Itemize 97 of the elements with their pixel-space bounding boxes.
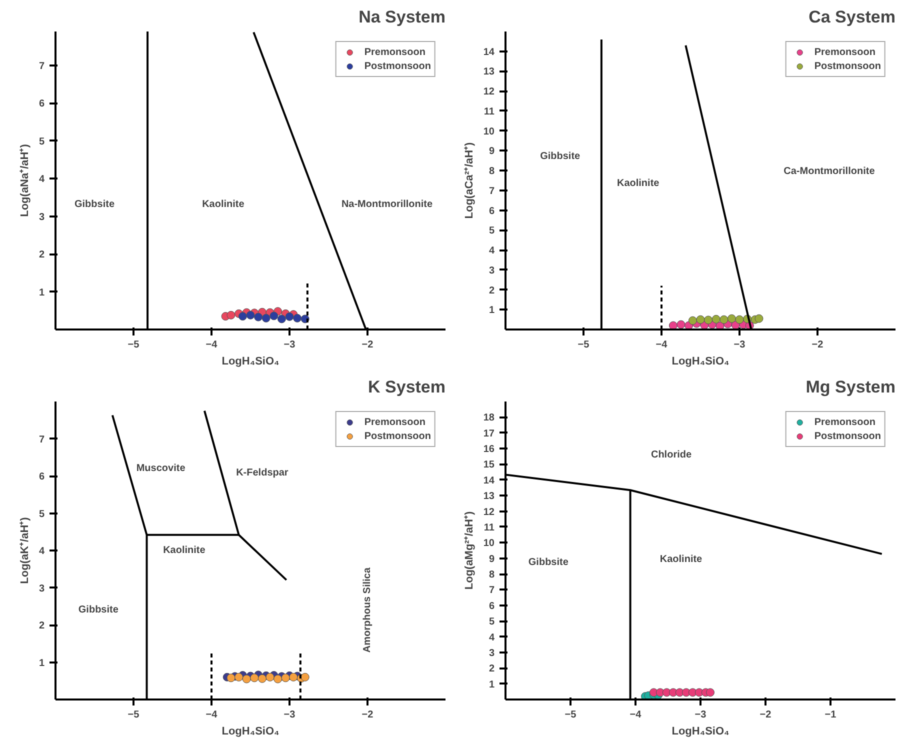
y-tick-label: 9 [488,146,495,158]
x-tick-label: −5 [578,340,590,350]
y-tick-label: 5 [38,136,45,148]
y-tick-label: 13 [483,491,495,502]
y-tick-label: 12 [483,506,495,518]
y-tick-label: 2 [38,620,45,632]
y-tick-label: 1 [488,679,495,690]
y-axis-title: Log(aMg²⁺/aH⁺) [463,511,476,590]
x-tick-label: −5 [564,710,577,720]
y-tick-label: 4 [488,632,495,644]
legend-label: Premonsoon [814,416,876,429]
chart-title: Mg System [806,378,896,396]
y-tick-label: 14 [483,46,495,58]
y-tick-label: 6 [488,206,495,217]
y-tick-label: 7 [488,186,495,197]
legend-label: Postmonsoon [364,430,431,443]
annotation: Gibbsite [528,556,569,568]
y-tick-label: 2 [488,664,495,675]
y-tick-label: 8 [488,166,495,178]
x-tick-label: −2 [760,710,772,720]
y-tick-label: 3 [38,583,45,594]
y-tick-label: 5 [488,226,495,237]
x-tick-label: −4 [206,710,218,720]
chart-title: Ca System [808,8,896,26]
x-tick-label: −4 [206,340,218,350]
y-tick-label: 16 [483,444,495,456]
chart-title: K System [368,378,446,396]
y-tick-label: 1 [38,658,45,669]
x-tick-label: −2 [362,710,374,720]
annotation: Muscovite [136,463,186,474]
x-axis-title: LogH₄SiO₄ [222,726,280,738]
y-tick-label: 1 [488,305,495,316]
y-tick-label: 7 [488,585,495,596]
annotation: Gibbsite [540,151,581,162]
annotation: Gibbsite [78,604,119,616]
annotation: Kaolinite [163,545,206,556]
x-tick-label: −3 [734,340,746,350]
legend-label: Postmonsoon [814,430,881,443]
legend-label: Postmonsoon [364,60,431,73]
y-tick-label: 14 [483,475,495,486]
x-tick-label: −4 [656,340,668,350]
y-tick-label: 4 [38,546,45,557]
legend-label: Premonsoon [364,416,426,429]
annotation: Kaolinite [616,178,660,189]
y-tick-label: 7 [38,434,45,446]
y-tick-label: 3 [488,265,495,276]
y-tick-label: 11 [484,106,495,118]
x-tick-label: −3 [284,710,296,720]
y-tick-label: 17 [483,428,495,440]
y-tick-label: 9 [488,554,495,565]
y-tick-label: 4 [38,174,45,186]
y-tick-label: 11 [484,522,495,534]
y-tick-label: 6 [38,472,45,482]
y-tick-label: 4 [488,246,495,257]
y-tick-label: 12 [483,86,495,98]
x-tick-label: −3 [694,710,707,720]
y-tick-label: 6 [488,600,495,612]
y-axis-title: Log(aK⁺/aH⁺) [18,516,31,584]
y-tick-label: 1 [38,287,45,298]
x-axis-title: LogH₄SiO₄ [672,726,730,738]
x-tick-label: −4 [630,710,642,720]
annotation: Gibbsite [74,198,115,210]
x-axis-title: LogH₄SiO₄ [222,356,280,368]
x-tick-label: −5 [128,340,140,350]
y-tick-label: 2 [488,285,495,296]
y-axis-title: Log(aCa²⁺/aH⁺) [463,142,476,219]
annotation: Kaolinite [660,554,703,565]
y-tick-label: 3 [488,648,495,659]
x-tick-label: −5 [128,710,140,720]
x-tick-label: −2 [362,340,374,350]
y-tick-label: 2 [38,250,45,261]
x-tick-label: −2 [812,340,824,350]
y-axis-title: Log(aNa⁺/aH⁺) [18,144,31,217]
annotation: K-Feldspar [236,468,288,479]
y-tick-label: 7 [38,60,45,72]
y-tick-label: 6 [38,98,45,110]
x-tick-label: −3 [284,340,296,350]
y-tick-label: 10 [483,538,495,550]
x-axis-title: LogH₄SiO₄ [672,356,730,368]
legend-label: Postmonsoon [814,60,881,73]
annotation: Kaolinite [202,198,245,210]
y-tick-label: 15 [483,460,495,471]
y-tick-label: 5 [38,508,45,520]
y-tick-label: 10 [483,126,495,138]
legend-label: Premonsoon [814,46,876,59]
x-tick-label: −1 [824,710,837,720]
annotation: Na-Montmorillonite [341,198,433,210]
y-tick-label: 13 [483,66,495,78]
annotation: Chloride [650,450,692,461]
legend-label: Premonsoon [364,46,426,59]
y-tick-label: 3 [38,212,45,223]
annotation: Amorphous Silica [362,567,373,653]
y-tick-label: 8 [488,570,495,581]
y-tick-label: 5 [488,616,495,628]
y-tick-label: 18 [483,412,495,424]
chart-title: Na System [358,8,446,26]
annotation: Ca-Montmorillonite [784,166,876,178]
